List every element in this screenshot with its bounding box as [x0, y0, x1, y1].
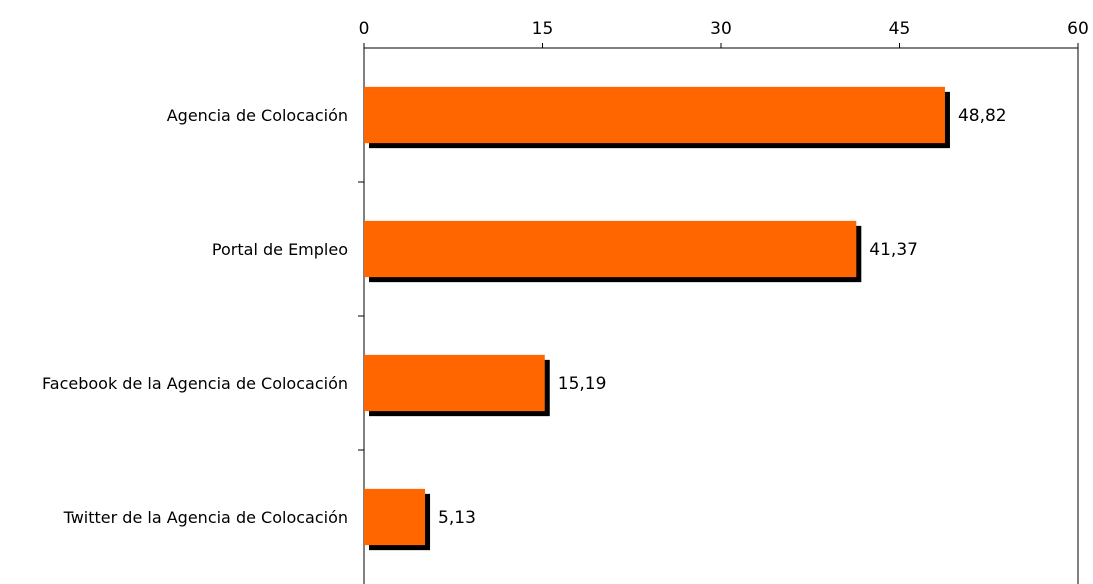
category-label: Twitter de la Agencia de Colocación [63, 508, 348, 527]
x-tick-label: 60 [1067, 19, 1089, 39]
category-label: Agencia de Colocación [167, 106, 348, 125]
x-tick-label: 30 [710, 19, 732, 39]
bar [364, 220, 857, 278]
x-tick-label: 45 [889, 19, 911, 39]
bar [364, 488, 426, 546]
data-label: 41,37 [869, 240, 918, 260]
x-tick-label: 0 [359, 19, 370, 39]
data-label: 15,19 [558, 374, 607, 394]
data-label: 48,82 [958, 106, 1007, 126]
bar [364, 354, 545, 412]
bar [364, 86, 945, 144]
x-tick-label: 15 [532, 19, 554, 39]
category-label: Facebook de la Agencia de Colocación [42, 374, 348, 393]
category-label: Portal de Empleo [212, 240, 348, 259]
data-label: 5,13 [438, 508, 476, 528]
